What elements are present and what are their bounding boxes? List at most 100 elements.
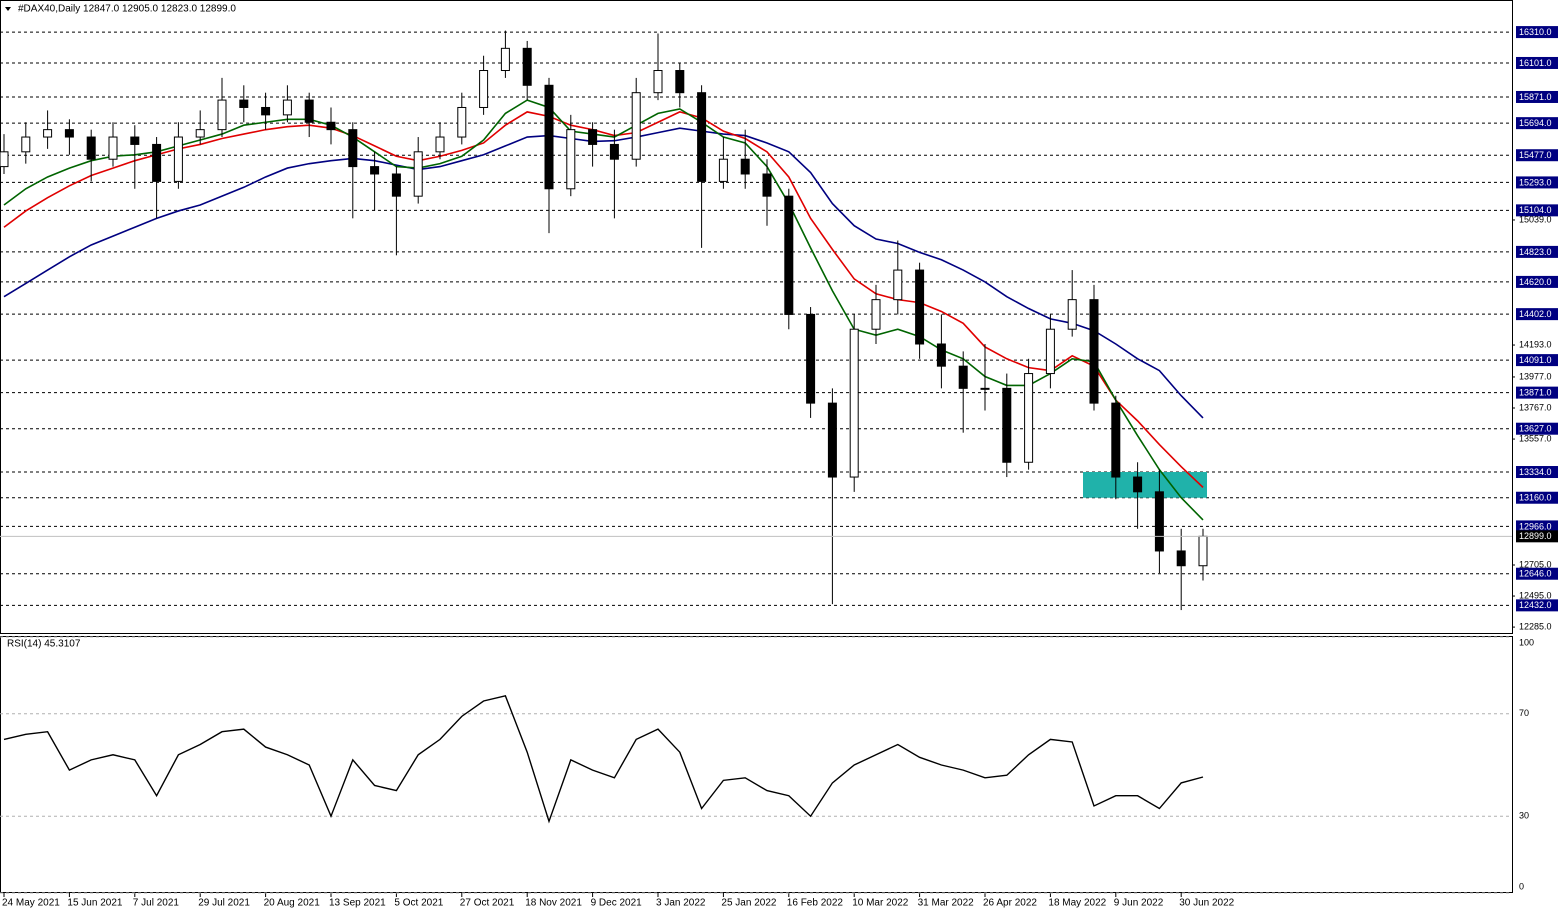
chart-title: #DAX40,Daily 12847.0 12905.0 12823.0 128…	[18, 4, 236, 15]
moving-average	[3, 99, 1204, 521]
y-tick-label: 12705.0	[1519, 559, 1552, 569]
x-tick-label: 7 Jul 2021	[133, 898, 180, 909]
level-label: 13160.0	[1519, 493, 1552, 503]
level-label: 12646.0	[1519, 569, 1552, 579]
level-label: 14402.0	[1519, 309, 1552, 319]
candle-body	[915, 269, 925, 345]
candle-body	[64, 129, 74, 138]
candle-body	[304, 99, 314, 123]
candle-body	[21, 136, 31, 153]
level-label: 15104.0	[1519, 205, 1552, 215]
candle-body	[195, 129, 205, 138]
menu-arrow	[5, 7, 11, 11]
level-label: 13871.0	[1519, 388, 1552, 398]
level-box	[1516, 466, 1558, 479]
level-box	[1516, 520, 1558, 533]
level-box	[1516, 491, 1558, 504]
candle-body	[784, 195, 794, 315]
candle-body	[588, 129, 598, 145]
candle-body	[740, 158, 750, 175]
candle-body	[173, 136, 183, 182]
candle-body	[827, 402, 837, 478]
candle-body	[326, 121, 336, 131]
level-box	[1516, 422, 1558, 435]
x-tick-label: 9 Dec 2021	[591, 898, 643, 909]
candle-body	[152, 143, 162, 182]
candle-body	[1176, 550, 1186, 567]
x-tick-label: 25 Jan 2022	[721, 898, 776, 909]
candle-body	[806, 313, 816, 404]
level-box	[1516, 26, 1558, 39]
x-tick-label: 5 Oct 2021	[394, 898, 443, 909]
level-label: 14091.0	[1519, 355, 1552, 365]
candle-body	[108, 136, 118, 160]
rsi-line	[3, 695, 1204, 824]
last-price-box	[1516, 530, 1558, 543]
candle-body	[849, 328, 859, 478]
level-box	[1516, 117, 1558, 130]
level-box	[1516, 176, 1558, 189]
candle-body	[239, 99, 249, 108]
y-tick-label: 13767.0	[1519, 402, 1552, 412]
y-tick-label: 0	[1519, 881, 1524, 891]
candle-body	[413, 151, 423, 197]
candle-body	[675, 70, 685, 94]
x-tick-label: 18 Nov 2021	[525, 898, 582, 909]
candle-body	[936, 343, 946, 367]
level-box	[1516, 149, 1558, 162]
x-tick-label: 24 May 2021	[2, 898, 60, 909]
candle-body	[457, 106, 467, 138]
candle-body	[282, 99, 292, 116]
moving-average	[3, 111, 1204, 488]
x-tick-label: 16 Feb 2022	[787, 898, 844, 909]
candle-body	[217, 99, 227, 131]
candle-body	[500, 47, 510, 72]
level-label: 14620.0	[1519, 277, 1552, 287]
candle-body	[631, 92, 641, 160]
candle-body	[1002, 387, 1012, 463]
level-label: 12432.0	[1519, 600, 1552, 610]
candle-body	[1111, 402, 1121, 478]
x-tick-label: 10 Mar 2022	[852, 898, 909, 909]
level-label: 16101.0	[1519, 58, 1552, 68]
candle-body	[43, 129, 53, 138]
y-tick-label: 15039.0	[1519, 214, 1552, 224]
candle-body	[653, 70, 663, 94]
x-tick-label: 29 Jul 2021	[198, 898, 250, 909]
candle-body	[980, 387, 990, 390]
x-tick-label: 15 Jun 2021	[67, 898, 122, 909]
candle-body	[348, 129, 358, 168]
candle-body	[697, 92, 707, 182]
level-box	[1516, 599, 1558, 612]
candle-body	[1067, 299, 1077, 330]
x-tick-label: 20 Aug 2021	[264, 898, 321, 909]
level-label: 13627.0	[1519, 424, 1552, 434]
candle-body	[370, 166, 380, 175]
rsi-title: RSI(14) 45.3107	[7, 639, 81, 650]
candle-body	[1089, 299, 1099, 404]
x-tick-label: 9 Jun 2022	[1114, 898, 1164, 909]
candle-body	[522, 47, 532, 86]
candle-body	[718, 158, 728, 182]
y-tick-label: 100	[1519, 637, 1534, 647]
level-label: 15477.0	[1519, 150, 1552, 160]
level-box	[1516, 308, 1558, 321]
level-label: 15293.0	[1519, 177, 1552, 187]
candle-body	[130, 136, 140, 145]
candle-body	[609, 143, 619, 160]
level-box	[1516, 90, 1558, 103]
level-label: 15694.0	[1519, 118, 1552, 128]
candle-body	[871, 299, 881, 330]
candle-body	[958, 365, 968, 389]
x-tick-label: 13 Sep 2021	[329, 898, 386, 909]
y-tick-label: 13977.0	[1519, 371, 1552, 381]
x-tick-label: 27 Oct 2021	[460, 898, 515, 909]
candle-body	[479, 70, 489, 108]
level-box	[1516, 275, 1558, 288]
price-panel	[0, 0, 1513, 634]
level-label: 14823.0	[1519, 247, 1552, 257]
y-tick-label: 13557.0	[1519, 433, 1552, 443]
candle-body	[86, 136, 96, 160]
y-tick-label: 12495.0	[1519, 590, 1552, 600]
